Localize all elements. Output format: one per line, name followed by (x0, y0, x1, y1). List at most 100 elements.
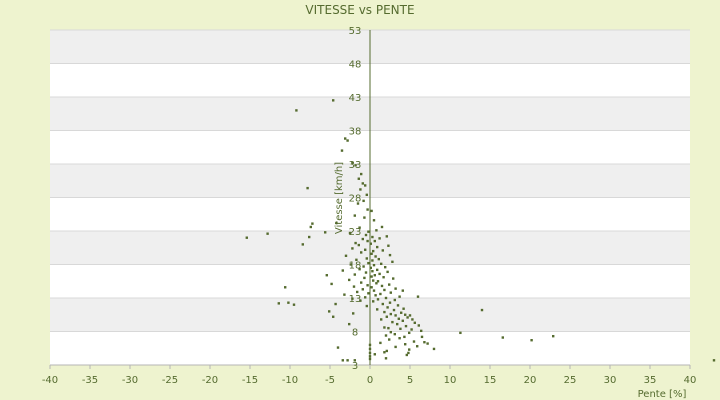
data-point (411, 318, 414, 321)
data-point (379, 341, 382, 345)
data-point (401, 319, 404, 322)
data-point (388, 253, 392, 257)
data-point (380, 262, 383, 266)
data-point (366, 208, 369, 211)
data-point (332, 99, 335, 102)
data-point (376, 268, 379, 272)
x-tick-label: 10 (444, 375, 457, 386)
data-point (372, 300, 375, 303)
data-point (341, 359, 344, 362)
data-point (393, 298, 396, 302)
data-point (712, 359, 716, 362)
data-point (406, 316, 409, 319)
data-point (361, 237, 364, 241)
data-point (365, 193, 368, 197)
data-point (413, 321, 416, 324)
data-point (328, 310, 331, 313)
data-point (376, 245, 379, 249)
data-point (346, 359, 349, 362)
data-point (385, 235, 388, 238)
data-point (376, 298, 380, 301)
x-tick-label: 35 (644, 375, 657, 386)
data-point (292, 303, 296, 306)
data-point (384, 357, 388, 360)
data-point (370, 275, 373, 278)
data-point (306, 186, 309, 190)
data-point (364, 248, 367, 251)
data-point (372, 289, 376, 292)
data-point (365, 304, 368, 308)
x-tick-label: -5 (325, 375, 335, 386)
data-point (379, 292, 382, 296)
data-point (366, 284, 369, 287)
y-tick-label: 18 (349, 261, 362, 272)
data-point (330, 282, 333, 286)
data-point (336, 346, 340, 349)
y-tick-label: 48 (349, 60, 362, 71)
data-point (392, 277, 395, 280)
x-tick-label: -15 (242, 375, 258, 386)
data-point (360, 251, 363, 254)
data-point (383, 288, 386, 292)
data-point (404, 313, 407, 316)
data-point (387, 244, 390, 247)
data-point (359, 299, 362, 302)
data-point (334, 302, 337, 306)
data-point (383, 326, 386, 329)
data-point (364, 296, 367, 299)
data-point (348, 278, 351, 282)
data-point (388, 283, 391, 286)
data-point (398, 337, 401, 340)
data-point (370, 209, 373, 213)
data-point (309, 225, 312, 229)
data-point (400, 311, 403, 314)
data-point (423, 341, 426, 344)
data-point (362, 265, 365, 268)
data-point (376, 308, 379, 311)
data-point (325, 274, 328, 277)
x-tick-label: 5 (407, 375, 413, 386)
x-tick-label: 15 (484, 375, 497, 386)
data-point (384, 296, 388, 300)
data-point (389, 312, 392, 316)
x-tick-label: -40 (42, 375, 58, 386)
data-point (391, 320, 394, 324)
y-tick-label: 28 (349, 194, 362, 205)
data-point (360, 281, 363, 284)
data-point (501, 336, 504, 339)
data-point (387, 326, 390, 330)
data-point (386, 306, 389, 309)
data-point (396, 304, 400, 307)
data-point (392, 308, 396, 312)
data-point (385, 349, 388, 353)
data-point (374, 255, 377, 258)
y-tick-label: 53 (349, 26, 362, 37)
y-tick-label: 23 (349, 227, 362, 238)
data-point (362, 199, 365, 203)
data-point (353, 273, 356, 276)
data-point (372, 279, 375, 282)
data-point (394, 314, 397, 317)
data-point (383, 351, 386, 354)
data-point (394, 287, 397, 290)
data-point (364, 271, 368, 274)
data-point (403, 335, 406, 339)
data-point (382, 276, 385, 279)
data-point (391, 260, 394, 264)
data-point (408, 314, 412, 317)
data-point (358, 226, 361, 229)
x-tick-label: 0 (367, 375, 373, 386)
data-point (383, 310, 386, 314)
data-point (371, 270, 374, 273)
data-point (393, 332, 396, 336)
data-point (373, 353, 376, 356)
data-point (378, 237, 381, 240)
data-point (266, 232, 269, 235)
data-point (381, 302, 384, 306)
data-point (344, 137, 347, 140)
data-point (385, 315, 388, 318)
data-point (373, 274, 376, 277)
data-point (407, 351, 410, 355)
data-point (372, 263, 376, 267)
data-point (356, 202, 360, 205)
